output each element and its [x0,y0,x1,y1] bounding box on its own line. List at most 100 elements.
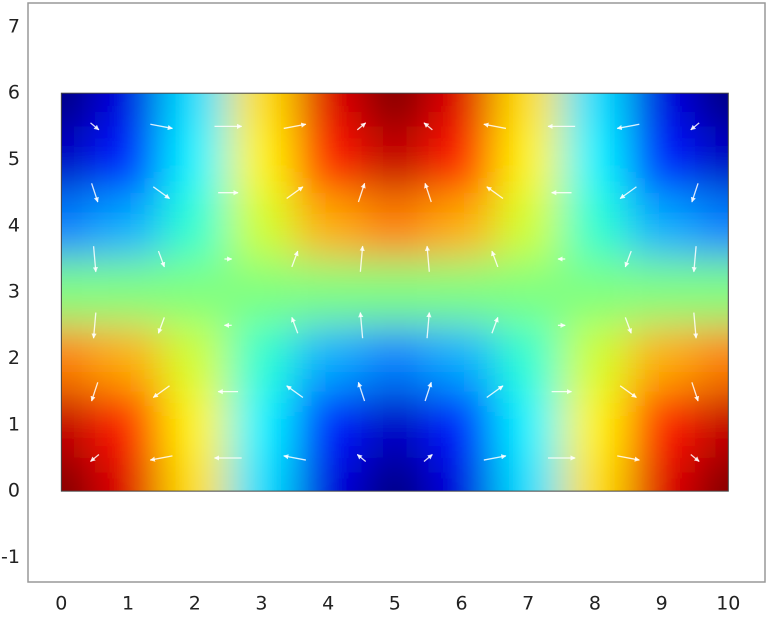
x-tick-label: 2 [189,593,201,615]
heat-cell [694,93,729,127]
y-tick-label: -1 [1,546,20,568]
y-tick-label: 5 [8,148,20,170]
vector-arrow [624,317,633,334]
heat-cell [428,126,495,193]
heat-cell [361,192,429,260]
heat-cell [561,325,629,392]
heat-cell [94,457,162,492]
heat-cell [428,259,495,326]
x-tick-label: 6 [455,593,467,615]
vector-arrow [152,186,170,200]
heat-cell [428,93,495,127]
vector-arrow [90,453,100,462]
vector-arrow [358,311,364,339]
plot-border [60,92,729,492]
x-tick-label: 1 [122,593,134,615]
vector-arrow [690,122,700,131]
heat-cell [294,325,362,392]
frame [27,2,766,583]
heatmap-cells [61,93,729,492]
heat-cell [494,391,562,458]
x-tick-label: 10 [716,593,740,615]
heat-cell [61,325,95,392]
heat-cell [694,126,729,193]
heat-cell [94,391,162,458]
vector-arrow [90,183,99,203]
heat-cell [494,259,562,326]
vector-arrow [359,245,365,272]
heat-cell [361,259,429,326]
heat-cell [628,259,695,326]
heat-cell [628,192,695,260]
heat-cell [228,391,295,458]
vector-arrow [91,312,97,339]
x-tick-label: 7 [522,593,534,615]
vector-arrow [157,317,165,334]
vector-arrow [483,122,507,130]
heat-cell [161,457,229,492]
heat-cell [494,325,562,392]
vector-arrow [424,381,433,402]
y-tick-label: 2 [8,347,20,369]
heat-cell [561,391,629,458]
heat-cell [94,259,162,326]
vector-arrow [357,182,366,203]
heat-cell [628,126,695,193]
heat-cell [361,325,429,392]
y-tick-label: 0 [8,480,20,502]
vector-arrow [624,250,632,268]
heat-cell [628,325,695,392]
heat-cell [61,93,95,127]
heat-cell [494,93,562,127]
vector-arrow [690,183,699,203]
heat-cell [228,457,295,492]
vector-arrow [291,316,299,334]
heat-cell [561,192,629,260]
heat-cell [294,457,362,492]
vector-arrow [491,316,499,334]
heat-cell [61,391,95,458]
vector-arrow [283,122,307,130]
heat-cell [561,259,629,326]
vector-arrow [691,382,700,402]
vector-arrow [157,250,166,268]
heat-cell [694,391,729,458]
heat-cell [161,391,229,458]
heat-cell [161,259,229,326]
vector-arrow [619,385,637,399]
heat-cell [228,192,295,260]
y-tick-label: 6 [8,82,20,104]
vector-arrow [90,382,99,402]
heat-cell [361,391,429,458]
heat-cell [694,457,729,492]
vector-arrow [619,186,637,200]
heat-cell [161,192,229,260]
heat-cell [228,259,295,326]
vector-arrow [491,250,499,268]
heatmap [61,93,729,492]
heat-cell [428,325,495,392]
vector-arrow [424,245,431,272]
vector-arrow [356,453,367,462]
vector-arrow [690,453,700,462]
vector-arrow [286,385,304,399]
y-tick-label: 3 [8,281,20,303]
heat-cell [428,192,495,260]
heat-cell [561,93,629,127]
heat-cell [294,259,362,326]
heat-cell [428,391,495,458]
heat-cell [494,126,562,193]
heat-cell [628,457,695,492]
vector-arrow [92,246,98,273]
heat-cell [161,325,229,392]
heat-cell [228,93,295,127]
vector-arrow [149,455,173,462]
vector-arrow [152,385,170,399]
vector-arrow [691,246,697,273]
vector-arrow [423,453,433,462]
x-tick-label: 4 [322,593,334,615]
heat-cell [694,259,729,326]
vector-arrow [90,122,100,131]
vector-arrow [356,122,367,131]
